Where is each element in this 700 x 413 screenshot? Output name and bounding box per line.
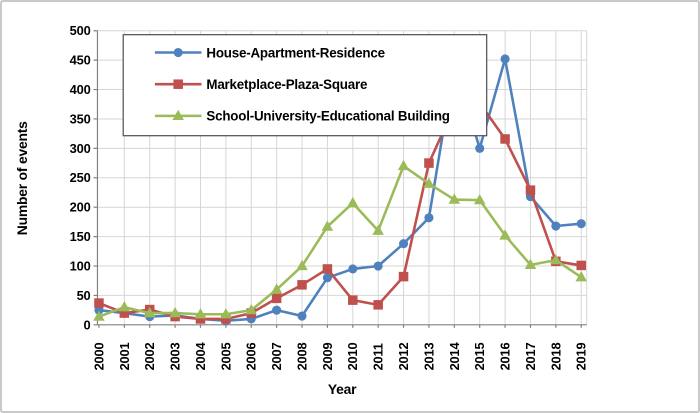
marker-marketplace-plaza-square [297, 280, 307, 290]
marker-school-university-educational-building [473, 193, 486, 205]
legend-item: School-University-Educational Building [154, 109, 450, 124]
x-tick-label: 2018 [548, 343, 563, 371]
marker-house-apartment-residence [424, 213, 434, 223]
y-tick-labels: 0 50 100 150 200 250 300 350 400 450 500 [70, 23, 91, 332]
x-tick-label: 2004 [193, 342, 208, 371]
y-tick-label: 200 [70, 200, 91, 215]
marker-school-university-educational-building [270, 283, 283, 294]
legend-marker-circle [173, 47, 183, 58]
x-axis-title: Year [328, 381, 357, 397]
legend-item: House-Apartment-Residence [154, 45, 385, 60]
marker-school-university-educational-building [448, 193, 461, 204]
x-tick-label: 2016 [498, 343, 513, 371]
marker-school-university-educational-building [550, 253, 562, 265]
marker-school-university-educational-building [220, 308, 232, 319]
legend-label: House-Apartment-Residence [206, 45, 384, 60]
marker-marketplace-plaza-square [500, 134, 510, 144]
marker-house-apartment-residence [94, 305, 104, 315]
marker-marketplace-plaza-square [221, 314, 231, 324]
marker-house-apartment-residence [348, 264, 358, 274]
marker-house-apartment-residence [297, 311, 307, 321]
x-tick-label: 2012 [396, 343, 411, 371]
marker-school-university-educational-building [372, 224, 384, 235]
marker-school-university-educational-building [499, 229, 511, 240]
y-tick-label: 100 [70, 258, 91, 273]
y-tick-label: 50 [77, 288, 91, 303]
marker-school-university-educational-building [524, 258, 537, 270]
y-tick-label: 150 [70, 229, 91, 244]
marker-school-university-educational-building [169, 306, 181, 318]
x-tick-label: 2010 [345, 343, 360, 371]
marker-marketplace-plaza-square [271, 293, 282, 304]
marker-school-university-educational-building [347, 196, 359, 208]
marker-house-apartment-residence [551, 221, 561, 231]
y-tick-label: 300 [70, 141, 91, 156]
marker-marketplace-plaza-square [348, 295, 358, 305]
x-tick-label: 2003 [168, 343, 183, 371]
marker-house-apartment-residence [576, 219, 586, 229]
marker-house-apartment-residence [398, 239, 409, 249]
marker-school-university-educational-building [423, 177, 435, 188]
marker-school-university-educational-building [143, 306, 156, 318]
legend-item: Marketplace-Plaza-Square [154, 77, 367, 92]
y-tick-label: 500 [70, 23, 91, 38]
y-tick-label: 0 [84, 317, 91, 332]
y-tick-label: 350 [70, 111, 91, 126]
x-tick-label: 2007 [269, 343, 284, 371]
marker-marketplace-plaza-square [398, 271, 409, 282]
x-tick-label: 2008 [294, 343, 309, 371]
x-tick-label: 2009 [320, 343, 335, 371]
marker-house-apartment-residence [272, 305, 282, 315]
x-tick-label: 2019 [574, 343, 589, 371]
axes [93, 30, 587, 328]
marker-school-university-educational-building [321, 220, 334, 231]
y-tick-label: 250 [70, 170, 91, 185]
marker-school-university-educational-building [397, 159, 410, 171]
marker-school-university-educational-building [118, 301, 131, 312]
marker-school-university-educational-building [296, 259, 308, 271]
x-tick-label: 2011 [371, 343, 386, 370]
marker-marketplace-plaza-square [322, 264, 333, 274]
x-tick-label: 2001 [117, 343, 132, 371]
marker-marketplace-plaza-square [576, 260, 586, 271]
legend-marker-square [173, 79, 183, 89]
x-tick-label: 2015 [472, 343, 487, 371]
x-tick-labels: 2000 2001 2002 2003 2004 2005 2006 2007 2008 2009… [91, 342, 588, 371]
x-tick-label: 2017 [523, 343, 538, 371]
x-tick-label: 2002 [142, 343, 157, 371]
x-tick-label: 2014 [447, 342, 462, 371]
marker-house-apartment-residence [322, 273, 332, 283]
marker-marketplace-plaza-square [525, 185, 536, 195]
x-tick-label: 2006 [244, 343, 259, 371]
y-tick-label: 400 [70, 82, 91, 97]
marker-house-apartment-residence [500, 54, 510, 64]
marker-marketplace-plaza-square [373, 300, 383, 310]
x-tick-label: 2000 [91, 343, 106, 371]
legend-label: Marketplace-Plaza-Square [206, 77, 367, 92]
marker-school-university-educational-building [93, 310, 105, 321]
marker-school-university-educational-building [245, 303, 257, 315]
marker-marketplace-plaza-square [119, 308, 130, 318]
marker-school-university-educational-building [194, 308, 207, 319]
legend: House-Apartment-Residence Marketplace-Pla… [122, 34, 488, 137]
y-axis-title: Number of events [14, 121, 30, 235]
legend-label: School-University-Educational Building [206, 109, 449, 124]
marker-marketplace-plaza-square [424, 158, 434, 168]
series-line-school-university-educational-building [98, 164, 582, 318]
marker-school-university-educational-building [575, 271, 587, 282]
y-tick-label: 450 [70, 53, 91, 68]
x-tick-label: 2013 [421, 343, 436, 371]
x-tick-label: 2005 [218, 343, 233, 371]
marker-marketplace-plaza-square [195, 314, 206, 324]
legend-marker-triangle [172, 109, 184, 121]
marker-marketplace-plaza-square [94, 298, 104, 308]
marker-house-apartment-residence [373, 261, 383, 271]
marker-house-apartment-residence [475, 143, 485, 153]
